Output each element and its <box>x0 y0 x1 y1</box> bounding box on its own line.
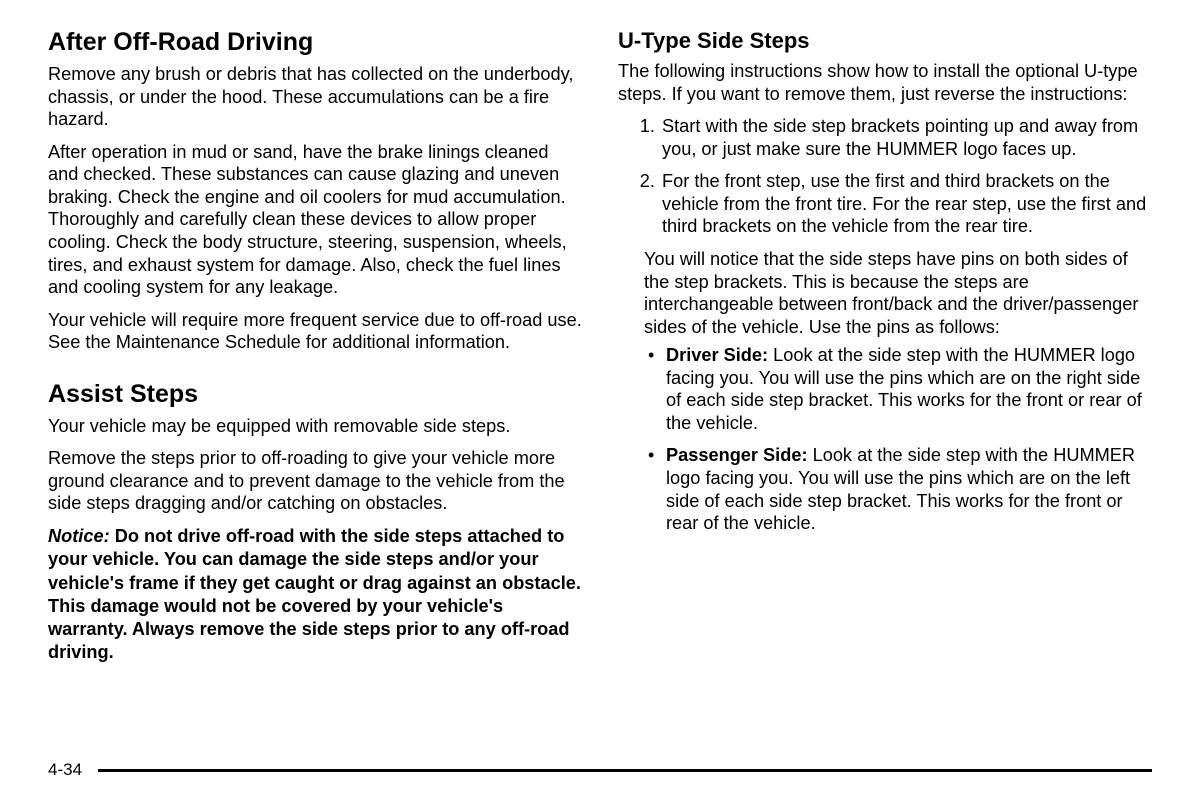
footer-rule <box>98 769 1152 772</box>
heading-assist-steps: Assist Steps <box>48 380 582 409</box>
install-steps-list: Start with the side step brackets pointi… <box>618 115 1152 545</box>
passenger-side-label: Passenger Side: <box>666 445 808 465</box>
step2-continuation: You will notice that the side steps have… <box>644 248 1152 338</box>
para-remove-steps: Remove the steps prior to off-roading to… <box>48 447 582 515</box>
para-mud-sand: After operation in mud or sand, have the… <box>48 141 582 299</box>
install-step-2: For the front step, use the first and th… <box>660 170 1152 534</box>
manual-page: After Off-Road Driving Remove any brush … <box>0 0 1200 800</box>
bullet-passenger-side: Passenger Side: Look at the side step wi… <box>644 444 1152 534</box>
pin-usage-list: Driver Side: Look at the side step with … <box>644 344 1152 535</box>
page-footer: 4-34 <box>48 760 1152 780</box>
page-number: 4-34 <box>48 760 82 780</box>
para-service: Your vehicle will require more frequent … <box>48 309 582 354</box>
step1-text: Start with the side step brackets pointi… <box>662 116 1138 159</box>
notice-offroad-warning: Notice: Do not drive off-road with the s… <box>48 525 582 665</box>
driver-side-label: Driver Side: <box>666 345 768 365</box>
para-removable-steps: Your vehicle may be equipped with remova… <box>48 415 582 438</box>
install-step-1: Start with the side step brackets pointi… <box>660 115 1152 160</box>
para-install-intro: The following instructions show how to i… <box>618 60 1152 105</box>
left-column: After Off-Road Driving Remove any brush … <box>48 28 582 752</box>
step2-text: For the front step, use the first and th… <box>662 171 1146 236</box>
right-column: U-Type Side Steps The following instruct… <box>618 28 1152 752</box>
two-column-layout: After Off-Road Driving Remove any brush … <box>48 28 1152 752</box>
notice-label: Notice: <box>48 526 110 546</box>
notice-body: Do not drive off-road with the side step… <box>48 526 581 662</box>
heading-utype-steps: U-Type Side Steps <box>618 28 1152 54</box>
heading-after-offroad: After Off-Road Driving <box>48 28 582 57</box>
para-debris: Remove any brush or debris that has coll… <box>48 63 582 131</box>
bullet-driver-side: Driver Side: Look at the side step with … <box>644 344 1152 434</box>
